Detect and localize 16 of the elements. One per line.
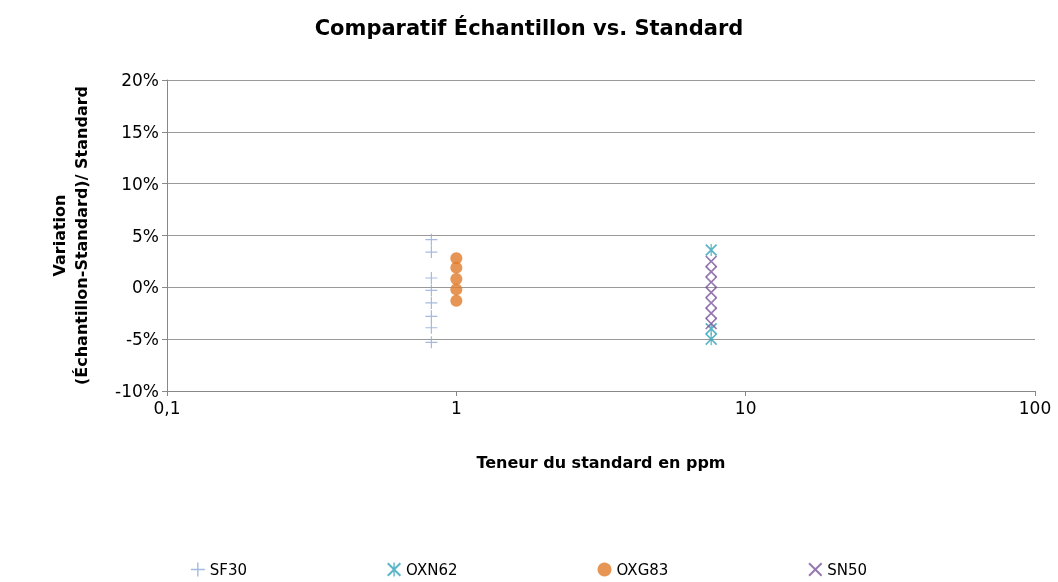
legend-label: OXN62 xyxy=(406,560,458,579)
x-tick-label: 1 xyxy=(450,397,462,418)
y-tick-label: 15% xyxy=(121,121,159,142)
y-tick-label: -5% xyxy=(125,329,159,350)
legend-label: SF30 xyxy=(209,560,248,579)
y-tick-label: 20% xyxy=(121,70,159,90)
x-axis-title: Teneur du standard en ppm xyxy=(476,452,726,472)
legend-label: SN50 xyxy=(827,560,868,579)
y-tick-label: 5% xyxy=(132,225,159,246)
y-tick-label: 0% xyxy=(132,277,159,298)
y-tick-label: 10% xyxy=(121,173,159,194)
x-tick-label: 100 xyxy=(1018,397,1052,418)
y-axis-title: Variation (Échantillon-Standard)/ Standard xyxy=(49,85,91,386)
legend-label: OXG83 xyxy=(616,560,669,579)
chart-title: Comparatif Échantillon vs. Standard xyxy=(314,14,744,40)
x-tick-label: 10 xyxy=(734,397,757,418)
